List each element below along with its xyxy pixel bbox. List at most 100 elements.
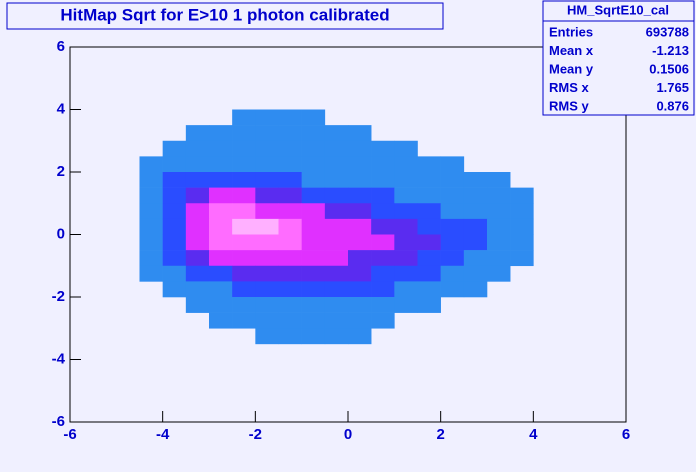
heat-cell [232, 250, 256, 267]
heat-cell [301, 250, 326, 267]
heat-cell [278, 156, 302, 173]
y-tick-label: -4 [52, 350, 66, 367]
heat-cell [232, 297, 256, 313]
heat-cell [209, 140, 233, 157]
heat-cell [162, 265, 187, 282]
heat-cell [417, 203, 441, 220]
heat-cell [348, 172, 372, 188]
y-tick-label: 4 [57, 100, 66, 117]
heat-cell [301, 203, 326, 220]
heat-cell [185, 234, 210, 251]
heat-cell [232, 156, 256, 173]
y-tick-label: 0 [57, 225, 65, 242]
x-tick-label: 2 [436, 426, 444, 443]
heat-cell [510, 234, 534, 251]
heat-cell [185, 125, 210, 142]
heat-cell [463, 265, 488, 282]
heat-cell [209, 265, 233, 282]
heat-cell [371, 218, 395, 235]
stats-box [542, 0, 695, 116]
heat-cell [301, 297, 326, 313]
heat-cell [417, 265, 441, 282]
heat-cell [209, 297, 233, 313]
heat-cell [324, 234, 349, 251]
heat-cell [348, 187, 372, 204]
heat-cell [209, 156, 233, 173]
heat-cell [348, 328, 372, 345]
heat-cell [301, 234, 326, 251]
heat-cell [301, 312, 326, 329]
heat-cell [255, 140, 279, 157]
heat-cell [139, 172, 163, 188]
heat-cell [139, 156, 163, 173]
heat-cell [463, 281, 488, 298]
heat-cell [348, 218, 372, 235]
heat-cell [255, 250, 279, 267]
heat-cell [255, 156, 279, 173]
heat-cell [278, 172, 302, 188]
heat-cell [232, 187, 256, 204]
heat-cell [185, 156, 210, 173]
heat-cell [185, 297, 210, 313]
heat-cell [487, 203, 511, 220]
heat-cell [209, 250, 233, 267]
heat-cell [209, 172, 233, 188]
heat-cell [301, 265, 326, 282]
heat-cell [139, 250, 163, 267]
heat-cell [348, 140, 372, 157]
heat-cell [255, 218, 279, 235]
heat-cell [324, 140, 349, 157]
heat-cell [255, 234, 279, 251]
heat-cell [463, 218, 488, 235]
x-tick-label: 0 [344, 426, 352, 443]
heat-cell [278, 297, 302, 313]
heat-cell [301, 109, 326, 126]
heat-cell [463, 250, 488, 267]
heat-cell [487, 187, 511, 204]
heat-cell [487, 172, 511, 188]
heat-cell [162, 281, 187, 298]
heat-cell [209, 312, 233, 329]
heat-cell [324, 125, 349, 142]
x-tick-label: -6 [63, 426, 76, 443]
heat-cell [232, 172, 256, 188]
heat-cell [139, 218, 163, 235]
heat-cell [232, 234, 256, 251]
stats-label: Mean y [549, 61, 594, 76]
y-tick-label: 6 [57, 38, 65, 55]
heat-cell [463, 172, 488, 188]
y-tick-label: -6 [52, 413, 65, 430]
heat-cell [301, 172, 326, 188]
stats-title: HM_SqrtE10_cal [567, 2, 669, 17]
heat-cell [209, 281, 233, 298]
heat-cell [209, 203, 233, 220]
heat-cell [417, 250, 441, 267]
heat-cell [371, 172, 395, 188]
x-tick-label: 4 [529, 426, 538, 443]
x-tick-label: -2 [249, 426, 262, 443]
heat-cell [371, 312, 395, 329]
heat-cell [209, 187, 233, 204]
heat-cell [324, 312, 349, 329]
heat-cell [394, 172, 418, 188]
heat-cell [394, 156, 418, 173]
y-tick-label: -2 [52, 288, 65, 305]
heat-cell [278, 187, 302, 204]
heat-cell [394, 187, 418, 204]
heat-cell [139, 203, 163, 220]
heat-cell [440, 218, 465, 235]
heat-cell [162, 156, 187, 173]
heat-cell [463, 203, 488, 220]
heat-cell [232, 218, 256, 235]
heat-cell [255, 187, 279, 204]
heat-cell [278, 218, 302, 235]
heat-cell [209, 125, 233, 142]
heat-cell [232, 265, 256, 282]
heat-cell [162, 140, 187, 157]
heat-cell [139, 265, 163, 282]
heat-cell [255, 265, 279, 282]
heat-cell [348, 125, 372, 142]
heat-cell [255, 297, 279, 313]
